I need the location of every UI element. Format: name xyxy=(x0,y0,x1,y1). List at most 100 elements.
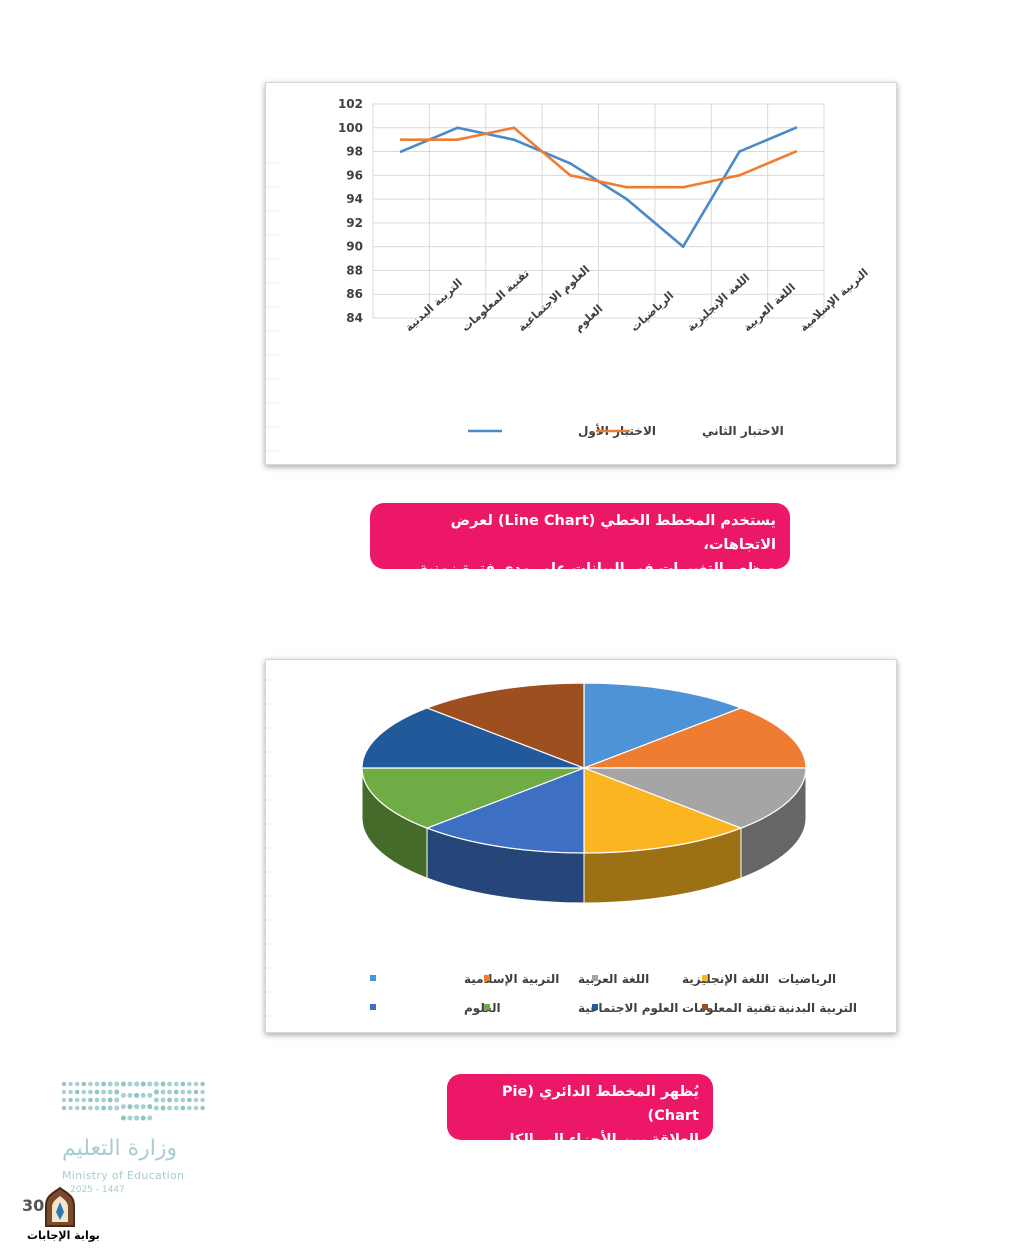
x-tick-label: الرياضيات xyxy=(628,289,676,334)
logo-dot xyxy=(61,1089,67,1095)
logo-dot xyxy=(94,1081,100,1087)
series-line-2 xyxy=(401,126,797,189)
legend-swatch xyxy=(484,975,490,981)
series-2-point xyxy=(399,138,403,142)
line-chart: 84 86 88 90 92 94 96 98 100 102 التربية البدنية تق… xyxy=(265,82,897,465)
logo-dot xyxy=(127,1104,133,1110)
pie-chart-slices xyxy=(266,679,807,1017)
legend-label: الاختبار الثاني xyxy=(702,424,784,438)
logo-dot xyxy=(81,1089,87,1095)
logo-dot xyxy=(187,1097,192,1103)
logo-dot xyxy=(153,1081,159,1087)
logo-dot xyxy=(180,1081,186,1087)
logo-dot xyxy=(61,1097,67,1103)
pie-slice-3 xyxy=(583,767,807,829)
logo-dot xyxy=(68,1105,73,1111)
series-2-point xyxy=(625,185,629,189)
pie-callout-text-1: يُظهر المخطط الدائري (Pie Chart) xyxy=(501,1084,699,1124)
logo-dot xyxy=(107,1097,113,1103)
pie-slice-6 xyxy=(361,767,585,829)
logo-dot xyxy=(187,1081,192,1087)
x-tick-label: اللغة العربية xyxy=(741,281,798,334)
y-tick-label: 90 xyxy=(346,240,363,254)
legend-label: اللغة الإنجليزية xyxy=(682,972,769,986)
pie-chart-legend: التربية الإسلامية اللغة العربية اللغة الإن… xyxy=(370,972,857,1016)
logo-dot xyxy=(140,1081,146,1087)
logo-dot xyxy=(173,1105,179,1111)
pie-slice-7 xyxy=(361,707,585,769)
logo-dot xyxy=(107,1089,113,1095)
logo-dot xyxy=(74,1097,80,1103)
legend-swatch xyxy=(484,1004,490,1010)
line-chart-svg: 84 86 88 90 92 94 96 98 100 102 التربية البدنيةتق… xyxy=(266,97,871,452)
logo-dot xyxy=(160,1089,166,1095)
logo-dot xyxy=(140,1115,146,1121)
logo-dot xyxy=(88,1097,93,1103)
logo-dot xyxy=(167,1089,172,1095)
logo-dot xyxy=(114,1089,120,1095)
legend-label: تقنية المعلومات xyxy=(682,1001,776,1016)
y-tick-label: 96 xyxy=(346,168,363,182)
pie-slice-8 xyxy=(425,682,585,769)
logo-dot xyxy=(114,1081,120,1087)
line-callout-text-1: يستخدم المخطط الخطي (Line Chart) لعرض ال… xyxy=(450,513,776,553)
pie-chart-svg: التربية الإسلامية اللغة العربية اللغة الإن… xyxy=(266,679,857,1017)
y-tick-label: 92 xyxy=(346,216,363,230)
logo-dot xyxy=(147,1115,153,1121)
logo-dot xyxy=(81,1081,87,1087)
pie-slice-2 xyxy=(583,707,807,769)
logo-dot xyxy=(114,1105,120,1111)
logo-dot xyxy=(127,1081,133,1087)
ministry-logo-dots xyxy=(61,1081,205,1121)
line-chart-callout: يستخدم المخطط الخطي (Line Chart) لعرض ال… xyxy=(370,503,790,577)
line-chart-y-ticks: 84 86 88 90 92 94 96 98 100 102 xyxy=(338,97,363,325)
legend-swatch xyxy=(370,1004,376,1010)
logo-dot xyxy=(193,1097,199,1103)
logo-dot xyxy=(147,1104,153,1110)
logo-dot xyxy=(74,1089,80,1095)
series-1-point xyxy=(794,126,798,130)
pie-chart: التربية الإسلامية اللغة العربية اللغة الإن… xyxy=(265,659,897,1033)
logo-dot xyxy=(153,1097,159,1103)
logo-dot xyxy=(140,1104,146,1110)
legend-swatch xyxy=(592,1004,598,1010)
ministry-name-arabic: وزارة التعليم xyxy=(62,1136,178,1161)
logo-dot xyxy=(153,1089,159,1095)
x-tick-label: التربية البدنية xyxy=(402,276,465,334)
logo-dot xyxy=(193,1089,199,1095)
y-tick-label: 100 xyxy=(338,121,363,135)
series-1-point xyxy=(738,150,741,153)
logo-dot xyxy=(200,1105,205,1111)
series-2-point xyxy=(512,126,516,130)
logo-dot xyxy=(187,1105,192,1111)
legend-label: العلوم xyxy=(464,1001,501,1016)
logo-dot xyxy=(200,1081,205,1087)
logo-dot xyxy=(107,1081,113,1087)
logo-dot xyxy=(193,1081,199,1087)
logo-dot xyxy=(180,1097,186,1103)
logo-dot xyxy=(173,1097,179,1103)
y-tick-label: 84 xyxy=(346,311,363,325)
legend-label: التربية الإسلامية xyxy=(464,972,559,986)
logo-dot xyxy=(187,1089,192,1095)
logo-dot xyxy=(101,1105,106,1111)
portal-label: بوابة الإجابات xyxy=(27,1229,100,1242)
logo-dot xyxy=(94,1105,100,1111)
logo-dot xyxy=(200,1089,205,1095)
logo-dot xyxy=(81,1105,87,1111)
logo-dot xyxy=(160,1105,166,1111)
pie-slice-4 xyxy=(583,767,743,854)
pie-chart-callout: يُظهر المخطط الدائري (Pie Chart) العلاقة… xyxy=(447,1074,713,1148)
logo-dot xyxy=(173,1081,179,1087)
logo-dot xyxy=(127,1092,133,1098)
logo-dot xyxy=(107,1105,113,1111)
logo-dot xyxy=(120,1081,126,1087)
logo-dot xyxy=(61,1105,67,1111)
y-tick-label: 98 xyxy=(346,145,363,159)
logo-dot xyxy=(134,1115,140,1121)
series-1-point xyxy=(399,150,403,153)
logo-dot xyxy=(81,1097,87,1103)
series-1-point xyxy=(568,162,572,165)
legend-label: اللغة العربية xyxy=(578,972,649,986)
logo-dot xyxy=(160,1097,166,1103)
